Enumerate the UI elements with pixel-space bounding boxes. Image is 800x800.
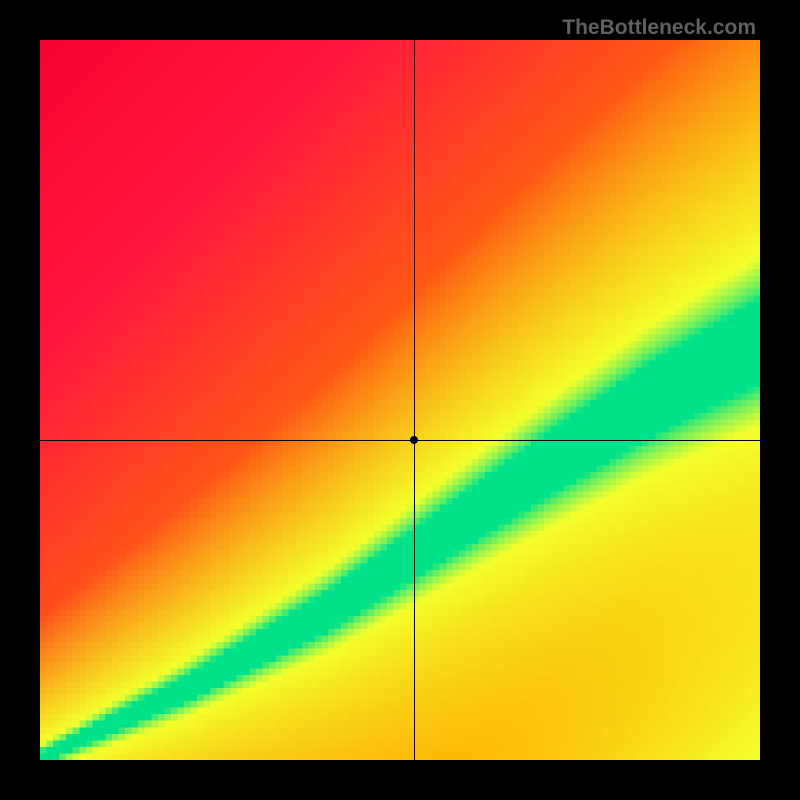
bottleneck-heatmap-container: TheBottleneck.com [0, 0, 800, 800]
marker-dot [410, 436, 418, 444]
watermark-text: TheBottleneck.com [562, 16, 756, 40]
heatmap-canvas [40, 40, 760, 760]
crosshair-horizontal [40, 440, 760, 441]
plot-area [40, 40, 760, 760]
crosshair-vertical [414, 40, 415, 760]
